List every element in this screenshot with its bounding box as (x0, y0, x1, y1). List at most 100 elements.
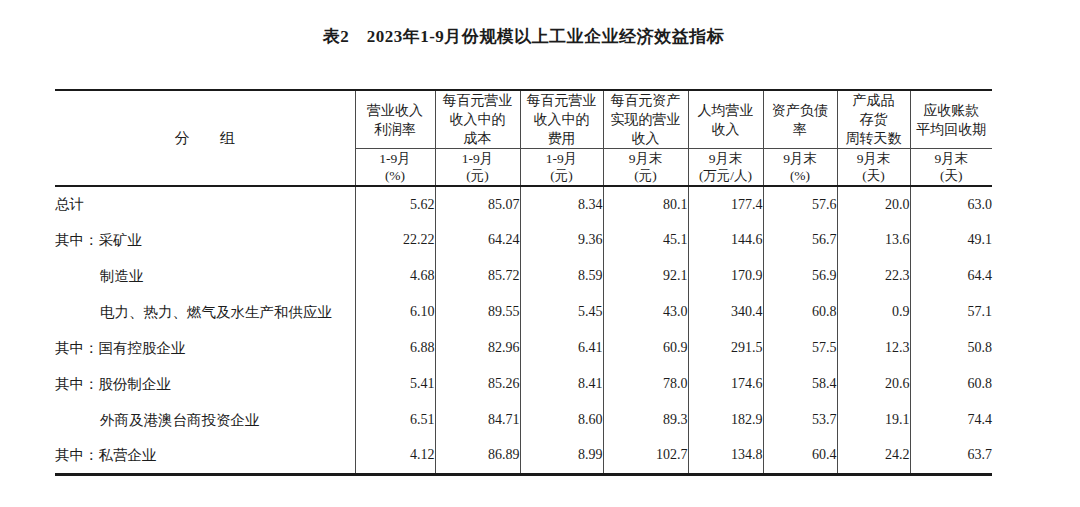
cell-value: 60.9 (603, 330, 688, 366)
cell-value: 6.51 (355, 402, 435, 438)
cell-value: 85.26 (435, 366, 520, 402)
document-page: 表2 2023年1-9月份规模以上工业企业经济效益指标 分 组 营业收入 利润率… (55, 0, 992, 476)
cell-value: 56.7 (763, 222, 837, 258)
column-unit-0: 1-9月 (%) (355, 149, 435, 187)
column-unit-1: 1-9月 (元) (435, 149, 520, 187)
header-name-row: 分 组 营业收入 利润率每百元营业 收入中的 成本每百元营业 收入中的 费用每百… (55, 90, 992, 149)
cell-value: 57.1 (910, 294, 992, 330)
cell-value: 19.1 (837, 402, 910, 438)
cell-value: 5.41 (355, 366, 435, 402)
cell-value: 89.55 (435, 294, 520, 330)
cell-value: 170.9 (688, 258, 763, 294)
cell-value: 4.12 (355, 438, 435, 474)
column-header-3: 每百元资产 实现的营业 收入 (603, 90, 688, 149)
column-header-7: 应收账款 平均回收期 (910, 90, 992, 149)
cell-value: 49.1 (910, 222, 992, 258)
cell-value: 92.1 (603, 258, 688, 294)
cell-value: 22.22 (355, 222, 435, 258)
cell-value: 8.60 (520, 402, 603, 438)
table-row: 其中：私营企业4.1286.898.99102.7134.860.424.263… (55, 438, 992, 474)
column-unit-5: 9月末 (%) (763, 149, 837, 187)
cell-value: 8.34 (520, 186, 603, 222)
column-header-4: 人均营业 收入 (688, 90, 763, 149)
column-unit-3: 9月末 (元) (603, 149, 688, 187)
cell-value: 45.1 (603, 222, 688, 258)
cell-value: 177.4 (688, 186, 763, 222)
cell-value: 57.5 (763, 330, 837, 366)
cell-value: 0.9 (837, 294, 910, 330)
cell-value: 134.8 (688, 438, 763, 474)
column-header-0: 营业收入 利润率 (355, 90, 435, 149)
cell-value: 82.96 (435, 330, 520, 366)
cell-value: 340.4 (688, 294, 763, 330)
cell-value: 20.0 (837, 186, 910, 222)
table-row: 总计5.6285.078.3480.1177.457.620.063.0 (55, 186, 992, 222)
cell-value: 291.5 (688, 330, 763, 366)
table-row: 其中：国有控股企业6.8882.966.4160.9291.557.512.35… (55, 330, 992, 366)
cell-value: 8.59 (520, 258, 603, 294)
group-header: 分 组 (55, 90, 355, 186)
cell-value: 74.4 (910, 402, 992, 438)
row-label: 外商及港澳台商投资企业 (55, 402, 355, 438)
cell-value: 9.36 (520, 222, 603, 258)
cell-value: 80.1 (603, 186, 688, 222)
cell-value: 89.3 (603, 402, 688, 438)
cell-value: 174.6 (688, 366, 763, 402)
cell-value: 60.4 (763, 438, 837, 474)
cell-value: 8.41 (520, 366, 603, 402)
cell-value: 182.9 (688, 402, 763, 438)
cell-value: 5.62 (355, 186, 435, 222)
cell-value: 64.4 (910, 258, 992, 294)
cell-value: 85.72 (435, 258, 520, 294)
row-label: 其中：股份制企业 (55, 366, 355, 402)
row-label: 其中：私营企业 (55, 438, 355, 474)
table-row: 电力、热力、燃气及水生产和供应业6.1089.555.4543.0340.460… (55, 294, 992, 330)
cell-value: 64.24 (435, 222, 520, 258)
cell-value: 6.10 (355, 294, 435, 330)
table-row: 其中：采矿业22.2264.249.3645.1144.656.713.649.… (55, 222, 992, 258)
table-row: 制造业4.6885.728.5992.1170.956.922.364.4 (55, 258, 992, 294)
cell-value: 4.68 (355, 258, 435, 294)
cell-value: 20.6 (837, 366, 910, 402)
cell-value: 85.07 (435, 186, 520, 222)
cell-value: 58.4 (763, 366, 837, 402)
column-unit-2: 1-9月 (元) (520, 149, 603, 187)
cell-value: 53.7 (763, 402, 837, 438)
cell-value: 84.71 (435, 402, 520, 438)
cell-value: 78.0 (603, 366, 688, 402)
cell-value: 22.3 (837, 258, 910, 294)
row-label: 其中：采矿业 (55, 222, 355, 258)
column-header-6: 产成品 存货 周转天数 (837, 90, 910, 149)
table-body: 总计5.6285.078.3480.1177.457.620.063.0其中：采… (55, 186, 992, 474)
column-header-5: 资产负债 率 (763, 90, 837, 149)
cell-value: 43.0 (603, 294, 688, 330)
cell-value: 12.3 (837, 330, 910, 366)
cell-value: 60.8 (910, 366, 992, 402)
row-label: 电力、热力、燃气及水生产和供应业 (55, 294, 355, 330)
cell-value: 5.45 (520, 294, 603, 330)
economic-indicators-table: 分 组 营业收入 利润率每百元营业 收入中的 成本每百元营业 收入中的 费用每百… (55, 89, 992, 476)
cell-value: 8.99 (520, 438, 603, 474)
row-label: 其中：国有控股企业 (55, 330, 355, 366)
column-header-1: 每百元营业 收入中的 成本 (435, 90, 520, 149)
cell-value: 6.41 (520, 330, 603, 366)
cell-value: 24.2 (837, 438, 910, 474)
cell-value: 6.88 (355, 330, 435, 366)
cell-value: 86.89 (435, 438, 520, 474)
row-label: 总计 (55, 186, 355, 222)
cell-value: 144.6 (688, 222, 763, 258)
table-row: 其中：股份制企业5.4185.268.4178.0174.658.420.660… (55, 366, 992, 402)
cell-value: 50.8 (910, 330, 992, 366)
column-unit-6: 9月末 (天) (837, 149, 910, 187)
cell-value: 13.6 (837, 222, 910, 258)
column-unit-4: 9月末 (万元/人) (688, 149, 763, 187)
cell-value: 63.7 (910, 438, 992, 474)
cell-value: 56.9 (763, 258, 837, 294)
column-unit-7: 9月末 (天) (910, 149, 992, 187)
page-title: 表2 2023年1-9月份规模以上工业企业经济效益指标 (55, 26, 992, 47)
row-label: 制造业 (55, 258, 355, 294)
cell-value: 60.8 (763, 294, 837, 330)
cell-value: 57.6 (763, 186, 837, 222)
cell-value: 63.0 (910, 186, 992, 222)
table-row: 外商及港澳台商投资企业6.5184.718.6089.3182.953.719.… (55, 402, 992, 438)
